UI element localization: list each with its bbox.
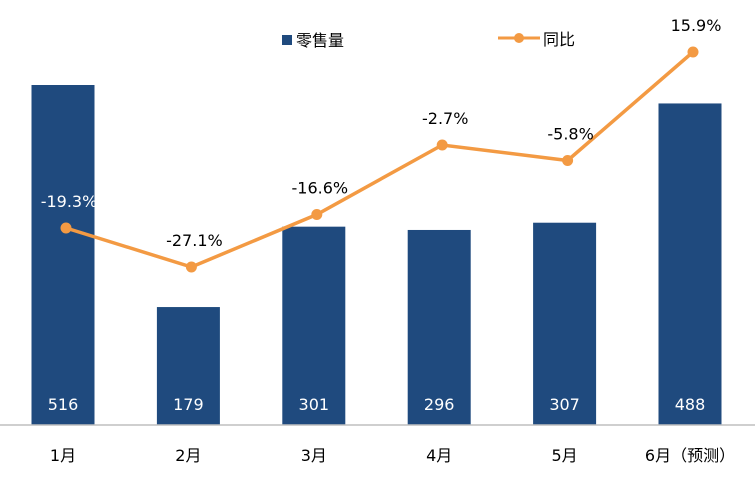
bar [282, 226, 346, 425]
x-tick-label: 3月 [301, 446, 327, 465]
bar [31, 85, 95, 425]
x-tick-label: 6月（预测） [645, 446, 735, 465]
bar-data-label: 307 [549, 395, 580, 414]
bar [533, 222, 597, 425]
legend-line-label: 同比 [543, 30, 575, 49]
bar-data-label: 301 [299, 395, 330, 414]
bar-data-label: 296 [424, 395, 455, 414]
x-tick-label: 5月 [552, 446, 578, 465]
yoy-point [60, 222, 72, 234]
x-tick-label: 4月 [426, 446, 452, 465]
legend-bar-swatch [282, 35, 292, 45]
x-tick-label: 2月 [175, 446, 201, 465]
yoy-data-label: -19.3% [41, 192, 98, 211]
yoy-point [311, 209, 323, 220]
legend-line-marker [514, 33, 524, 43]
yoy-data-label: -16.6% [291, 179, 348, 198]
x-tick-label: 1月 [50, 446, 76, 465]
legend: 零售量 同比 [282, 30, 575, 50]
bar [658, 103, 722, 425]
bar-data-label: 179 [173, 395, 204, 414]
yoy-point [687, 46, 699, 58]
yoy-data-label: -2.7% [422, 109, 468, 128]
yoy-point [185, 261, 197, 273]
yoy-data-label: 15.9% [671, 16, 722, 35]
bar-data-label: 488 [675, 395, 706, 414]
legend-bar-label: 零售量 [296, 31, 344, 50]
yoy-point [436, 139, 448, 151]
yoy-line [65, 50, 695, 269]
bar [156, 307, 220, 425]
bar-data-label: 516 [48, 395, 79, 414]
yoy-point [562, 155, 574, 166]
yoy-data-label: -27.1% [166, 231, 223, 250]
yoy-data-label: -5.8% [547, 125, 593, 144]
bar [407, 229, 471, 425]
